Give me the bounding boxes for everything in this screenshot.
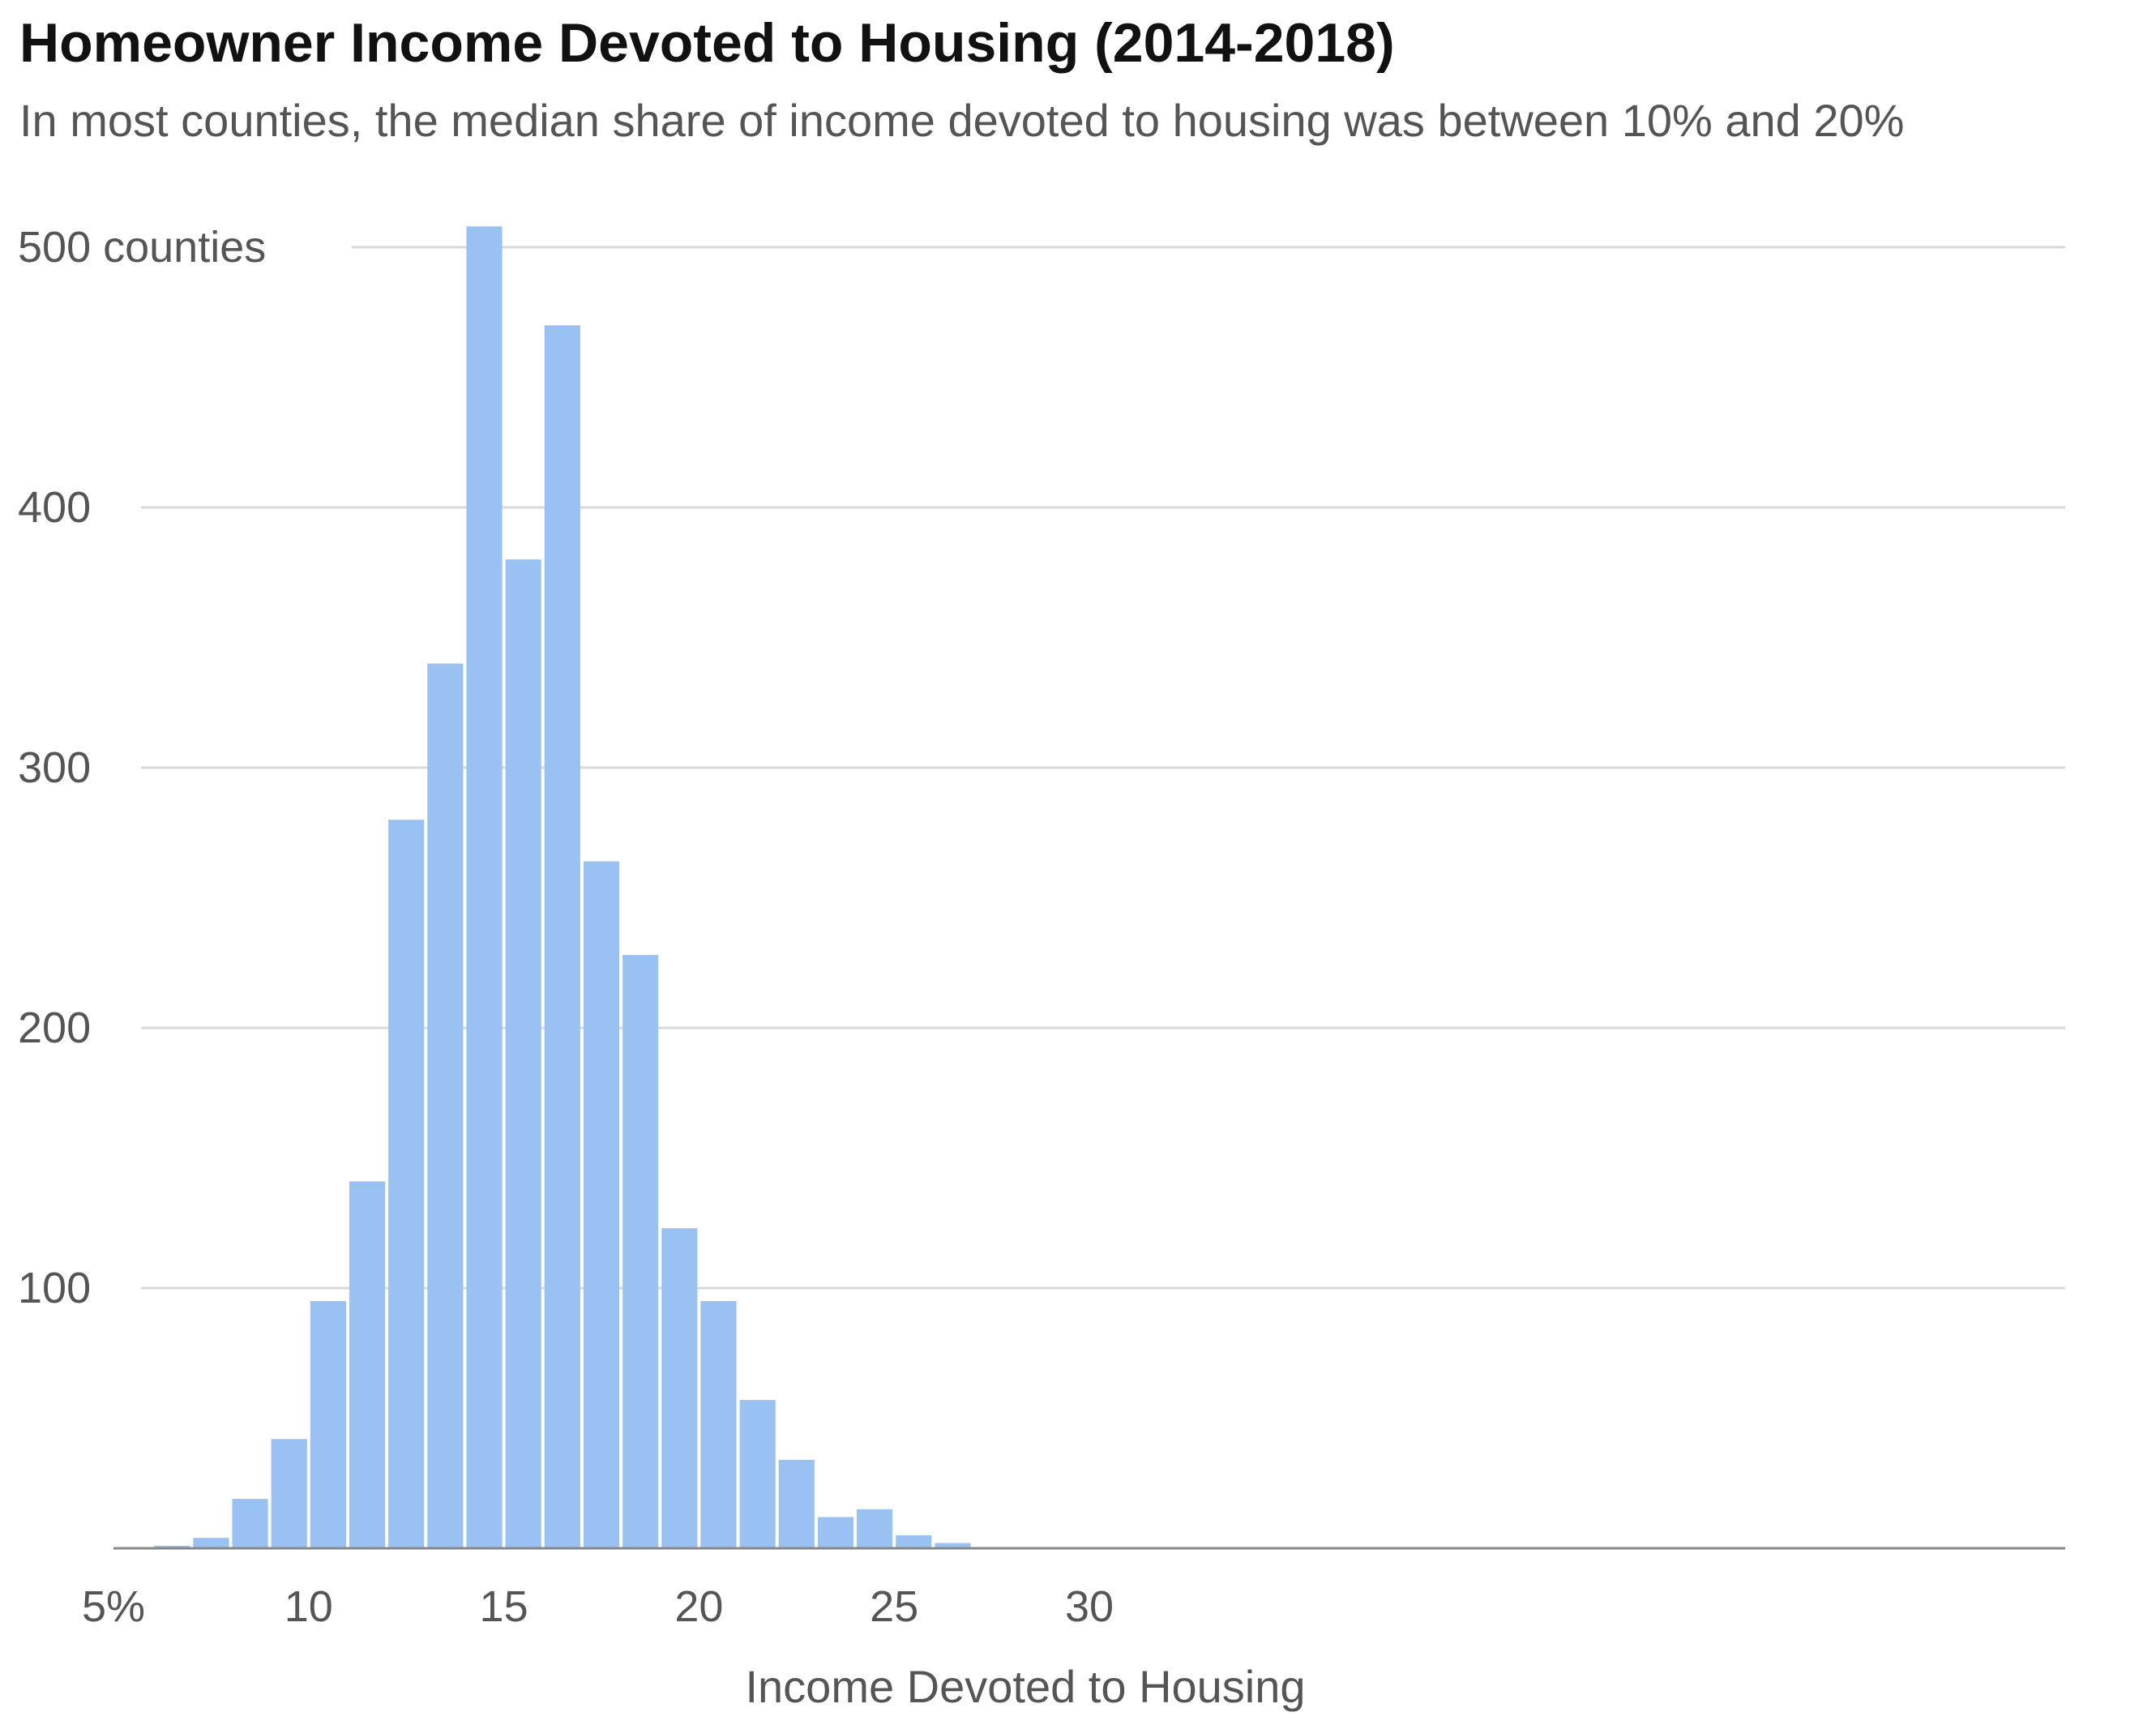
bar-16 xyxy=(544,325,580,1548)
x-tick-label-5: 5% xyxy=(82,1582,145,1631)
x-axis-label: Income Devoted to Housing xyxy=(745,1661,1305,1712)
chart-subtitle: In most counties, the median share of in… xyxy=(19,95,1905,146)
bar-23 xyxy=(817,1517,854,1548)
bar-18 xyxy=(622,955,659,1548)
bar-14 xyxy=(466,226,503,1548)
y-tick-label-500: 500 counties xyxy=(18,223,266,272)
bar-24 xyxy=(857,1509,893,1548)
bar-17 xyxy=(583,861,620,1548)
bar-11 xyxy=(349,1181,386,1548)
x-tick-label-30: 30 xyxy=(1065,1582,1114,1631)
y-tick-label-400: 400 xyxy=(18,483,91,532)
bar-7 xyxy=(193,1538,229,1548)
chart-title: Homeowner Income Devoted to Housing (201… xyxy=(19,12,1395,74)
bar-19 xyxy=(661,1228,698,1548)
bar-12 xyxy=(388,820,425,1548)
bar-13 xyxy=(427,663,464,1548)
x-tick-label-10: 10 xyxy=(284,1582,333,1631)
bar-26 xyxy=(935,1543,971,1548)
x-tick-label-25: 25 xyxy=(870,1582,918,1631)
bar-8 xyxy=(232,1499,268,1548)
bar-9 xyxy=(271,1439,307,1548)
bar-6 xyxy=(154,1545,190,1548)
y-tick-label-100: 100 xyxy=(18,1264,91,1312)
y-tick-labels: 100 200 300 400 500 counties xyxy=(18,223,266,1312)
x-tick-label-15: 15 xyxy=(480,1582,528,1631)
bar-20 xyxy=(700,1301,737,1548)
y-tick-label-200: 200 xyxy=(18,1004,91,1052)
x-tick-label-20: 20 xyxy=(674,1582,723,1631)
x-tick-labels: 5% 10 15 20 25 30 xyxy=(82,1582,1114,1631)
bars xyxy=(154,226,971,1549)
y-tick-label-300: 300 xyxy=(18,743,91,792)
bar-21 xyxy=(739,1400,776,1548)
bar-25 xyxy=(896,1535,932,1548)
bar-22 xyxy=(778,1459,815,1548)
bar-15 xyxy=(505,559,541,1549)
bar-10 xyxy=(310,1301,346,1548)
